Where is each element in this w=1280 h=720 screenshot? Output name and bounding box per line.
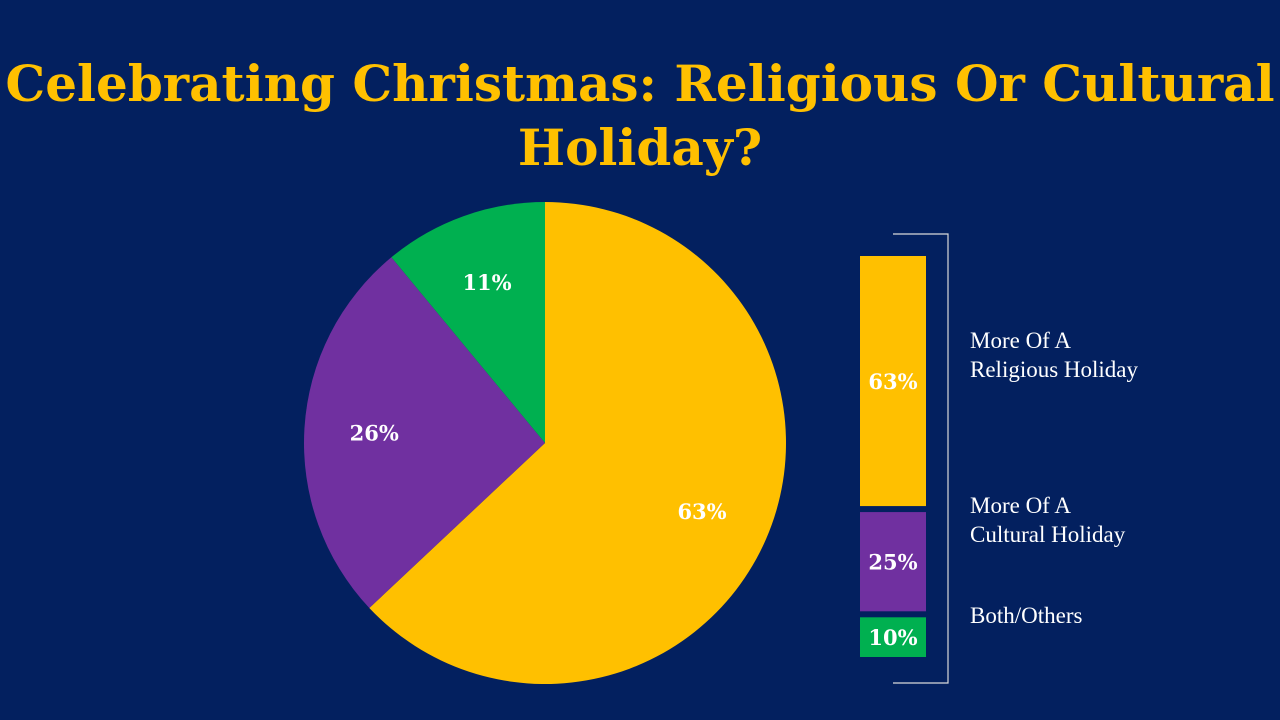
bracket-outline [893, 233, 949, 684]
bar-segment-cultural [860, 512, 926, 612]
legend-label-both-others: Both/Others [970, 603, 1083, 628]
legend-label-cultural: More Of A Cultural Holiday [970, 493, 1126, 547]
chart-title: Celebrating Christmas: Religious Or Cult… [5, 54, 1275, 177]
pie-label-cultural: 26% [350, 420, 399, 445]
bar-label-both-others: 10% [868, 625, 917, 650]
bar-label-cultural: 25% [868, 550, 917, 575]
bar-segment-both-others [860, 617, 926, 657]
pie-label-both-others: 11% [462, 270, 511, 295]
pie-label-religious: 63% [677, 499, 726, 524]
pie-slice-cultural [304, 257, 545, 608]
bar-label-religious: 63% [868, 369, 917, 394]
legend-label-religious: More Of A Religious Holiday [970, 328, 1139, 382]
pie-slice-both-others [391, 202, 545, 443]
bar-segment-religious [860, 256, 926, 507]
pie-slice-religious [369, 202, 787, 684]
